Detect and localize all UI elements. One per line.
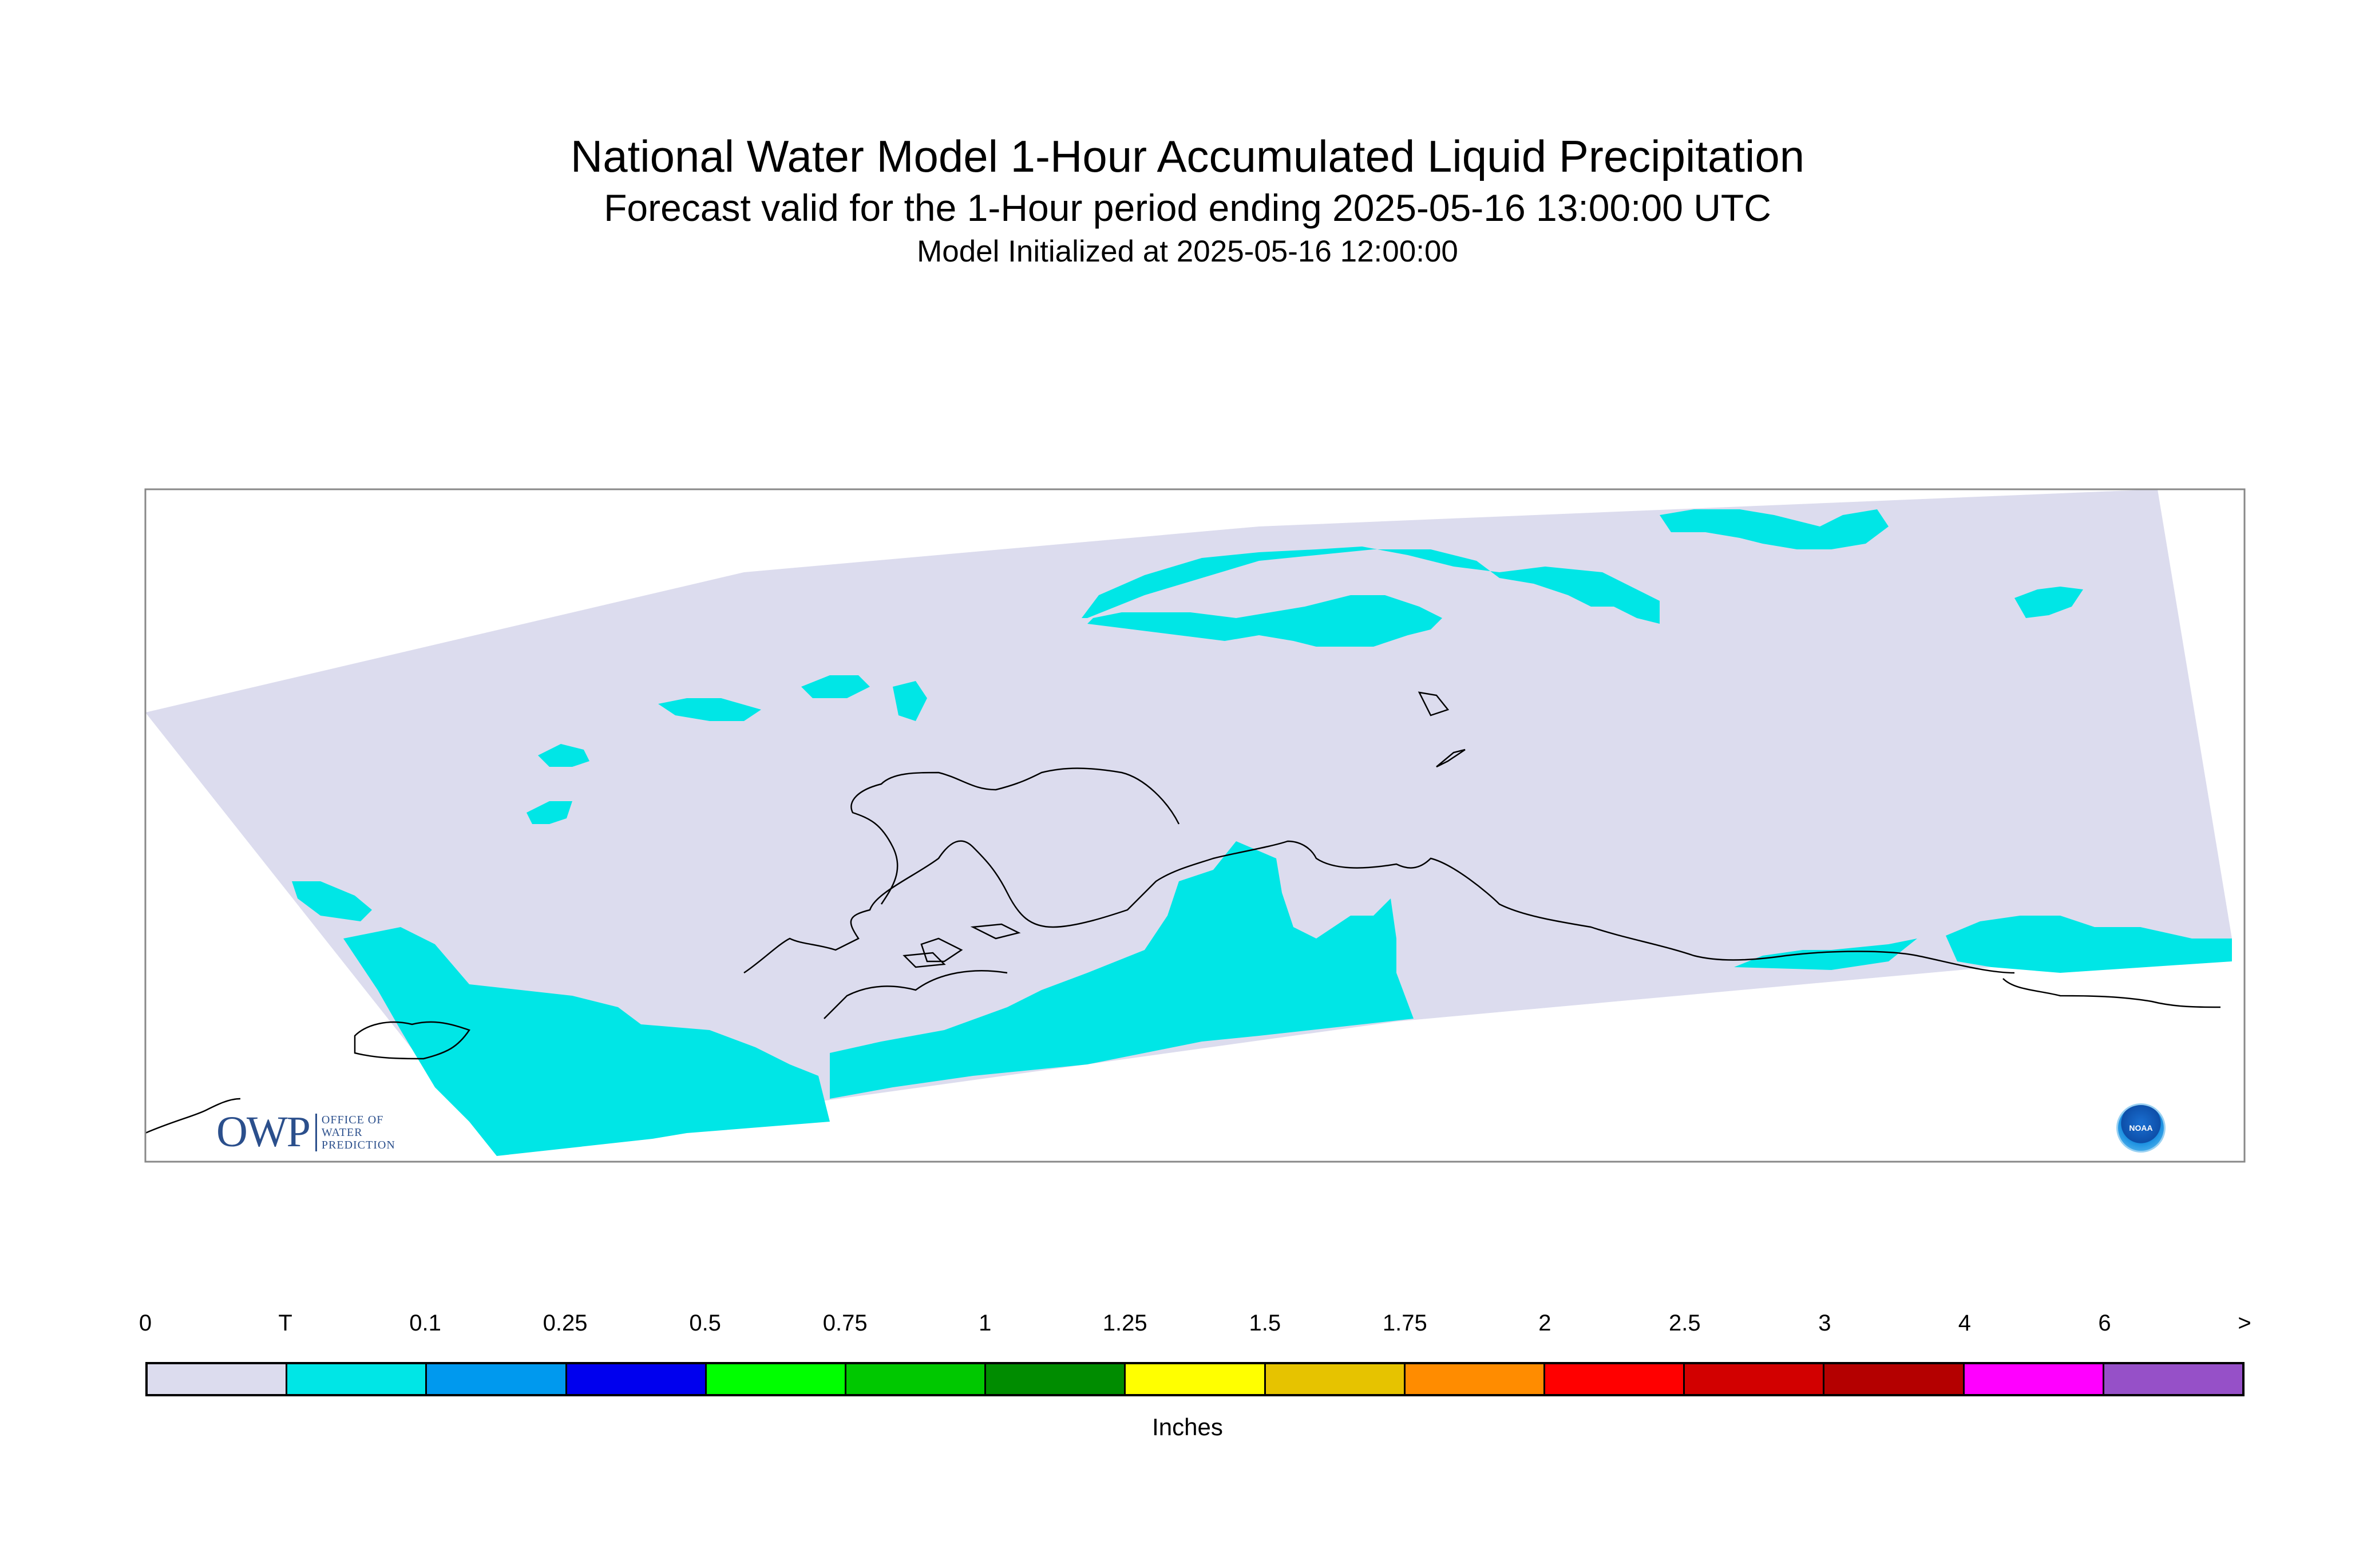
precip-area-east	[1734, 939, 1917, 970]
legend-tick-label: 6	[2098, 1310, 2111, 1336]
owp-logo-mark: OWP	[216, 1108, 311, 1156]
legend-tick-label: 2	[1538, 1310, 1551, 1336]
legend-tick-label: 0	[138, 1310, 152, 1336]
map-border	[144, 488, 2246, 1163]
legend-tick-label: 0.75	[822, 1310, 868, 1336]
precip-area-southwest	[343, 927, 830, 1156]
legend-tick-label: 1.25	[1102, 1310, 1147, 1336]
title-block: National Water Model 1-Hour Accumulated …	[0, 129, 2375, 272]
legend-tick-label: 3	[1818, 1310, 1831, 1336]
legend-tick-label: 1	[979, 1310, 992, 1336]
legend-swatch	[1265, 1364, 1406, 1394]
precip-area-nw-3	[658, 698, 761, 721]
owp-line-3: PREDICTION	[321, 1138, 395, 1151]
legend-swatch	[1964, 1364, 2104, 1394]
legend-tick-label: 1.75	[1382, 1310, 1427, 1336]
legend-tick-label: 0.25	[543, 1310, 588, 1336]
coastline-southwest	[354, 1021, 470, 1060]
coastline-lake-3	[1436, 749, 1466, 768]
owp-logo-text: OFFICE OF WATER PREDICTION	[315, 1113, 395, 1151]
legend-tick-label: T	[278, 1310, 292, 1336]
legend-colorbar	[145, 1362, 2245, 1396]
legend-swatch	[148, 1364, 288, 1394]
coastline-lake-1	[970, 923, 1021, 940]
coastline-island-1	[920, 937, 963, 963]
coastline-island-2	[902, 952, 946, 968]
legend-tick-label: 0.5	[689, 1310, 721, 1336]
legend-tick-label: 1.5	[1249, 1310, 1281, 1336]
coastline-southeast	[2002, 978, 2221, 1008]
precipitation-areas	[292, 509, 2232, 1156]
precip-area-far-east	[1946, 916, 2232, 973]
legend-swatch	[846, 1364, 987, 1394]
owp-logo: OWP OFFICE OF WATER PREDICTION	[216, 1107, 395, 1157]
coastline-lake-2	[1418, 691, 1450, 716]
legend-swatch	[1405, 1364, 1546, 1394]
owp-line-2: WATER	[321, 1126, 363, 1139]
legend-swatch	[1545, 1364, 1685, 1394]
legend-swatch	[986, 1364, 1126, 1394]
legend-swatch	[2104, 1364, 2243, 1394]
precip-area-nw-1	[527, 801, 572, 824]
legend-tick-label: >	[2238, 1310, 2251, 1336]
legend-swatch	[1685, 1364, 1825, 1394]
precip-area-nw-2	[538, 744, 589, 767]
precip-area-nw-5	[893, 681, 927, 721]
model-domain	[145, 489, 2232, 1156]
legend-swatch	[1126, 1364, 1266, 1394]
coastlines	[145, 691, 2221, 1134]
legend-units: Inches	[1152, 1413, 1223, 1440]
precip-area-southwest-2	[292, 881, 372, 921]
precip-area-peninsula	[830, 841, 1414, 1099]
precip-area-nw-4	[801, 675, 870, 698]
owp-line-1: OFFICE OF	[321, 1113, 384, 1126]
noaa-logo-text: NOAA	[2129, 1123, 2153, 1133]
legend-tick-label: 4	[1958, 1310, 1972, 1336]
legend-swatch	[706, 1364, 847, 1394]
coastline-inlet	[850, 767, 1180, 905]
precip-area-north-1	[1082, 547, 1660, 624]
legend-swatch	[427, 1364, 567, 1394]
map-title: National Water Model 1-Hour Accumulated …	[570, 131, 1805, 181]
legend-swatch	[287, 1364, 428, 1394]
precip-area-north-3	[1660, 509, 1889, 549]
coastline-main	[743, 840, 2015, 974]
map-subtitle: Forecast valid for the 1-Hour period end…	[604, 187, 1771, 229]
legend-tick-label: 2.5	[1669, 1310, 1701, 1336]
legend-tick-label: 0.1	[409, 1310, 441, 1336]
coastline-bay	[824, 970, 1008, 1019]
precip-area-north-2	[1087, 595, 1442, 647]
legend-swatch	[1824, 1364, 1965, 1394]
coastline-far-southwest	[145, 1098, 241, 1134]
precip-area-north-4	[2014, 587, 2083, 618]
noaa-logo: NOAA	[2116, 1103, 2166, 1153]
legend-swatch	[567, 1364, 707, 1394]
model-init-time: Model Initialized at 2025-05-16 12:00:00	[917, 235, 1458, 268]
